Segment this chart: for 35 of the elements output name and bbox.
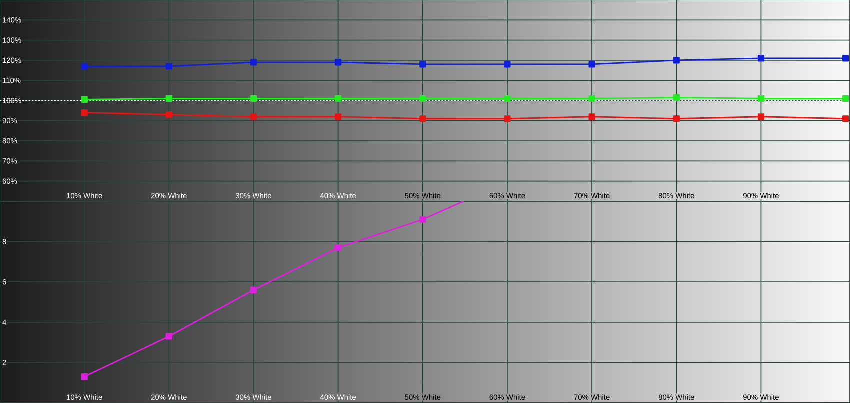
point — [420, 216, 426, 223]
point — [504, 95, 511, 102]
point — [758, 55, 765, 62]
point — [420, 95, 426, 102]
point — [250, 59, 258, 66]
point — [673, 57, 680, 64]
point — [758, 114, 765, 120]
point — [588, 61, 596, 68]
point — [335, 95, 342, 102]
point — [166, 95, 172, 102]
point — [673, 116, 680, 122]
point — [250, 95, 258, 102]
point — [81, 63, 88, 70]
point — [842, 116, 850, 122]
point — [335, 244, 342, 252]
point — [166, 333, 172, 340]
point — [81, 110, 88, 116]
point — [250, 286, 258, 294]
point — [842, 55, 850, 62]
point — [420, 61, 426, 68]
point — [335, 114, 342, 120]
point — [420, 116, 426, 122]
point — [504, 61, 511, 68]
point — [588, 95, 596, 102]
point — [335, 59, 342, 66]
point — [842, 95, 850, 102]
point — [250, 114, 258, 120]
point — [166, 63, 172, 70]
point — [81, 374, 88, 380]
point — [673, 94, 680, 102]
point — [166, 112, 172, 118]
point — [758, 95, 765, 102]
point — [504, 116, 511, 122]
point — [81, 96, 88, 104]
point — [588, 114, 596, 120]
